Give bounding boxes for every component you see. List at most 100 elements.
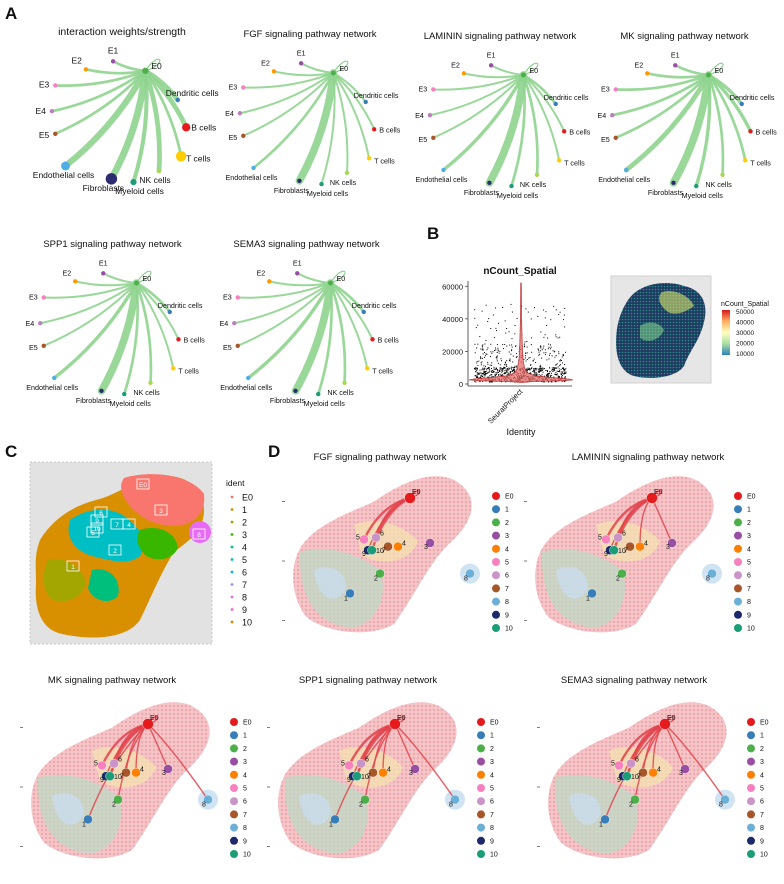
legend-label: E0 <box>760 720 769 727</box>
node-t-cells <box>171 366 176 371</box>
node-t-cells <box>366 156 372 161</box>
tissue-region-blue <box>569 793 601 825</box>
legend-dot-7 <box>230 810 238 819</box>
cluster-legend-label: 8 <box>242 593 247 603</box>
node-b-cells <box>182 123 191 132</box>
legend-label: 10 <box>490 852 498 859</box>
signal-node-7 <box>625 541 635 552</box>
cluster-legend-label: E0 <box>242 493 253 503</box>
edge-e5 <box>432 73 525 139</box>
legend-dot-4 <box>492 544 500 553</box>
edge-e2 <box>268 280 332 287</box>
cluster-label-box <box>110 518 124 530</box>
network-a-title: interaction weights/strength <box>58 26 186 38</box>
edge-e3 <box>432 73 525 91</box>
signal-node-label: 7 <box>382 548 386 555</box>
legend-label: 6 <box>490 799 494 806</box>
legend-dot-2 <box>230 744 238 753</box>
legend-label: 10 <box>760 852 768 859</box>
signal-node-label: 6 <box>365 757 369 764</box>
cluster-legend-dot <box>230 533 234 536</box>
legend-label: 2 <box>505 520 509 527</box>
node-b-cells <box>562 129 567 134</box>
signal-node-label: 6 <box>635 757 639 764</box>
network-d-title: FGF signaling pathway network <box>313 452 446 463</box>
signal-node-label: 4 <box>402 541 406 548</box>
panel-label-a: A <box>5 4 18 23</box>
node-t-cells <box>556 158 562 163</box>
node-t-cells <box>365 366 370 371</box>
node-myeloid-cells <box>130 178 137 186</box>
node-label: T cells <box>750 158 771 167</box>
legend-label: 5 <box>505 560 509 567</box>
node-label: E2 <box>71 55 82 65</box>
legend-dot-6 <box>492 571 500 580</box>
edge-fibroblasts <box>97 279 141 395</box>
legend-dot-1 <box>747 731 755 740</box>
legend-dot-1 <box>492 505 500 514</box>
node-label: E5 <box>601 135 610 144</box>
spatial-legend-title: nCount_Spatial <box>721 301 769 308</box>
signal-node-3 <box>425 538 435 548</box>
node-dendritic-cells <box>175 97 180 103</box>
legend-label: 8 <box>747 599 751 606</box>
legend-dot-2 <box>477 744 485 753</box>
signal-node-2 <box>360 794 370 805</box>
signal-node-label: 6 <box>118 757 122 764</box>
node-label: NK cells <box>139 175 170 185</box>
node-endothelial-cells <box>61 161 70 171</box>
node-label: Dendritic cells <box>730 93 775 102</box>
legend-dot-e0 <box>477 718 485 726</box>
node-label: T cells <box>372 366 393 375</box>
node-e0 <box>134 280 139 286</box>
network-a-5: SPP1 signaling pathway network E0 E1 E2 E3 E4… <box>25 239 205 408</box>
network-d-title: LAMININ signaling pathway network <box>572 452 725 463</box>
node-fibroblasts <box>99 388 104 394</box>
spatial-legend-tick: 50000 <box>736 309 754 316</box>
node-label: Endothelial cells <box>598 175 650 184</box>
legend-dot-10 <box>477 850 485 858</box>
node-label: E5 <box>229 133 238 142</box>
legend-label: 2 <box>490 746 494 753</box>
signal-node-label: 9 <box>604 551 608 558</box>
edge-t-cells <box>332 71 371 160</box>
edge-nk-cells <box>707 73 725 177</box>
legend-label: 8 <box>505 599 509 606</box>
signal-node-7 <box>638 767 648 778</box>
legend-label: 3 <box>747 533 751 540</box>
legend-dot-1 <box>477 731 485 740</box>
cluster-label: 10 <box>93 526 101 533</box>
signal-node-label: 2 <box>616 576 620 583</box>
node-label: E3 <box>39 79 50 89</box>
legend-label: 1 <box>243 733 247 740</box>
node-e1 <box>298 61 304 66</box>
signal-node-label: 3 <box>666 544 670 551</box>
legend-dot-3 <box>477 757 485 766</box>
cluster-region-2 <box>43 558 86 602</box>
signal-node-label: 6 <box>380 531 384 538</box>
signal-node-4 <box>393 541 403 552</box>
node-label: NK cells <box>133 388 160 397</box>
legend-dot-10 <box>230 850 238 858</box>
network-a-1: interaction weights/strength E0 E1 E2 E3 E4 E5… <box>33 26 219 196</box>
node-endothelial-cells <box>441 167 446 173</box>
node-label: E5 <box>29 343 38 352</box>
signal-node-label: 1 <box>599 821 603 828</box>
node-endothelial-cells <box>246 375 251 381</box>
signal-node-label: 2 <box>112 802 116 809</box>
cluster-region-4 <box>88 569 119 602</box>
legend-label: 7 <box>760 812 764 819</box>
signal-node-2 <box>113 794 123 805</box>
legend-label: 1 <box>505 507 509 514</box>
legend-dot-3 <box>230 757 238 766</box>
legend-label: 1 <box>490 733 494 740</box>
panel-label-d: D <box>268 442 281 461</box>
network-d-5: SEMA3 signaling pathway network E0 1 2 3 4 5 6 7… <box>537 675 769 859</box>
node-label: E0 <box>143 274 152 283</box>
edge-e4 <box>39 281 138 325</box>
signal-node-label: 6 <box>622 531 626 538</box>
node-e1 <box>295 271 300 276</box>
legend-label: 8 <box>490 825 494 832</box>
legend-dot-9 <box>492 610 500 619</box>
cluster-legend-label: 4 <box>242 543 247 553</box>
